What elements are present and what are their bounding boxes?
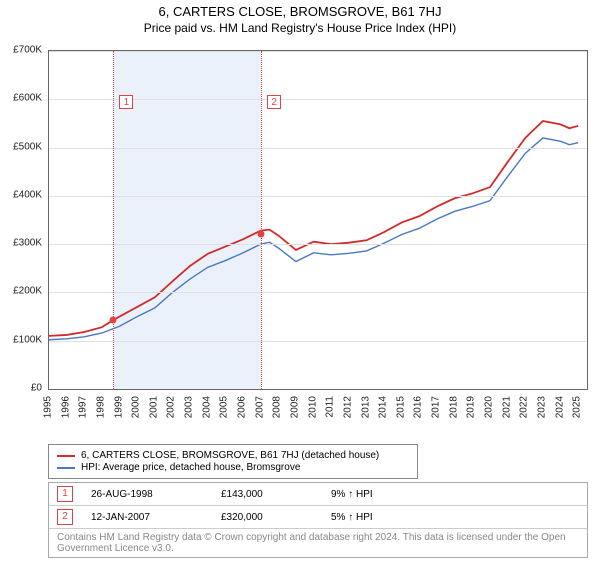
x-tick-label: 2007 (254, 396, 265, 418)
sale-date: 26-AUG-1998 (91, 489, 221, 500)
x-tick-label: 1996 (60, 396, 71, 418)
legend-label: HPI: Average price, detached house, Brom… (81, 462, 300, 473)
y-tick-label: £500K (13, 141, 42, 152)
sale-diff: 9% ↑ HPI (331, 489, 373, 500)
series-line (49, 121, 578, 336)
sales-table: 1 26-AUG-1998 £143,000 9% ↑ HPI 2 12-JAN… (48, 482, 588, 558)
x-tick-label: 2008 (272, 396, 283, 418)
x-tick-label: 2002 (166, 396, 177, 418)
legend-item: 6, CARTERS CLOSE, BROMSGROVE, B61 7HJ (d… (57, 450, 409, 461)
x-tick-label: 2003 (184, 396, 195, 418)
sale-diff: 5% ↑ HPI (331, 512, 373, 523)
x-tick-label: 1999 (113, 396, 124, 418)
marker-box-icon: 2 (57, 509, 73, 525)
x-tick-label: 2018 (448, 396, 459, 418)
marker-box-icon: 1 (57, 486, 73, 502)
header: 6, CARTERS CLOSE, BROMSGROVE, B61 7HJ Pr… (0, 4, 600, 35)
x-axis-labels: 1995199619971998199920002001200220032004… (48, 392, 588, 440)
chart-title: 6, CARTERS CLOSE, BROMSGROVE, B61 7HJ (0, 4, 600, 19)
series-line (49, 138, 578, 340)
x-tick-label: 2001 (148, 396, 159, 418)
x-tick-label: 2009 (289, 396, 300, 418)
x-tick-label: 2005 (219, 396, 230, 418)
x-tick-label: 1998 (95, 396, 106, 418)
x-tick-label: 2021 (501, 396, 512, 418)
y-tick-label: £400K (13, 189, 42, 200)
x-tick-label: 2013 (360, 396, 371, 418)
sale-date: 12-JAN-2007 (91, 512, 221, 523)
chart-container: 6, CARTERS CLOSE, BROMSGROVE, B61 7HJ Pr… (0, 4, 600, 564)
y-tick-label: £300K (13, 238, 42, 249)
legend-swatch (57, 467, 75, 469)
chart-subtitle: Price paid vs. HM Land Registry's House … (0, 21, 600, 35)
chart-marker-label: 1 (119, 95, 133, 109)
x-tick-label: 2020 (483, 396, 494, 418)
sale-price: £143,000 (221, 489, 331, 500)
sale-price: £320,000 (221, 512, 331, 523)
x-tick-label: 2024 (554, 396, 565, 418)
legend-label: 6, CARTERS CLOSE, BROMSGROVE, B61 7HJ (d… (81, 450, 379, 461)
x-tick-label: 2000 (131, 396, 142, 418)
sale-point-icon (258, 231, 265, 238)
x-tick-label: 2015 (395, 396, 406, 418)
y-tick-label: £0 (31, 383, 42, 394)
y-tick-label: £600K (13, 93, 42, 104)
x-tick-label: 2010 (307, 396, 318, 418)
legend-item: HPI: Average price, detached house, Brom… (57, 462, 409, 473)
legend-swatch (57, 455, 75, 457)
x-tick-label: 2023 (536, 396, 547, 418)
x-tick-label: 2006 (237, 396, 248, 418)
x-tick-label: 1995 (43, 396, 54, 418)
license-text: Contains HM Land Registry data © Crown c… (49, 528, 587, 557)
x-tick-label: 2025 (572, 396, 583, 418)
table-row: 2 12-JAN-2007 £320,000 5% ↑ HPI (49, 505, 587, 528)
y-tick-label: £100K (13, 334, 42, 345)
plot-area: 12 (48, 50, 588, 390)
x-tick-label: 2019 (466, 396, 477, 418)
x-tick-label: 2016 (413, 396, 424, 418)
y-tick-label: £700K (13, 45, 42, 56)
sale-point-icon (110, 316, 117, 323)
x-tick-label: 2004 (201, 396, 212, 418)
x-tick-label: 2012 (342, 396, 353, 418)
x-tick-label: 1997 (78, 396, 89, 418)
table-row: 1 26-AUG-1998 £143,000 9% ↑ HPI (49, 483, 587, 505)
x-tick-label: 2011 (325, 396, 336, 418)
x-tick-label: 2014 (378, 396, 389, 418)
x-tick-label: 2017 (431, 396, 442, 418)
chart-marker-label: 2 (267, 95, 281, 109)
y-axis-labels: £0£100K£200K£300K£400K£500K£600K£700K (0, 50, 46, 390)
series-legend: 6, CARTERS CLOSE, BROMSGROVE, B61 7HJ (d… (48, 444, 418, 479)
y-tick-label: £200K (13, 286, 42, 297)
x-tick-label: 2022 (519, 396, 530, 418)
